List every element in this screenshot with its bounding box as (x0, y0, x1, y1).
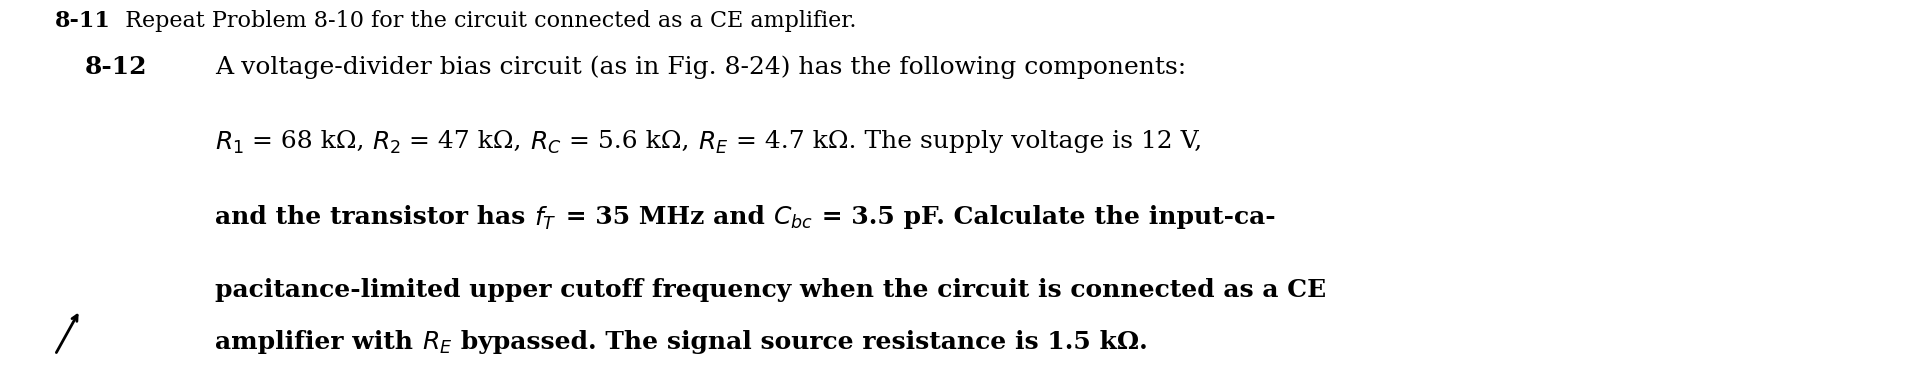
Text: A voltage-divider bias circuit (as in Fig. 8-24) has the following components:: A voltage-divider bias circuit (as in Fi… (215, 55, 1187, 78)
Text: = 47 kΩ,: = 47 kΩ, (401, 130, 530, 153)
Text: $f_T$: $f_T$ (534, 205, 557, 232)
Text: = 4.7 kΩ. The supply voltage is 12 V,: = 4.7 kΩ. The supply voltage is 12 V, (728, 130, 1202, 153)
Text: pacitance-limited upper cutoff frequency when the circuit is connected as a CE: pacitance-limited upper cutoff frequency… (215, 278, 1327, 302)
Text: $R_C$: $R_C$ (530, 130, 561, 156)
Text: and the transistor has: and the transistor has (215, 205, 534, 229)
Text: Repeat Problem 8-10 for the circuit connected as a CE amplifier.: Repeat Problem 8-10 for the circuit conn… (111, 10, 856, 32)
Text: amplifier with: amplifier with (215, 330, 422, 354)
Text: = 68 kΩ,: = 68 kΩ, (244, 130, 372, 153)
Text: 8-12: 8-12 (84, 55, 148, 79)
Text: $R_E$: $R_E$ (697, 130, 728, 156)
Text: $R_1$: $R_1$ (215, 130, 244, 156)
Text: $R_E$: $R_E$ (422, 330, 451, 356)
Text: bypassed. The signal source resistance is 1.5 kΩ.: bypassed. The signal source resistance i… (451, 330, 1148, 354)
Text: = 5.6 kΩ,: = 5.6 kΩ, (561, 130, 697, 153)
Text: 8-11: 8-11 (56, 10, 111, 32)
Text: $C_{bc}$: $C_{bc}$ (774, 205, 814, 231)
Text: $R_2$: $R_2$ (372, 130, 401, 156)
Text: = 3.5 pF. Calculate the input-ca-: = 3.5 pF. Calculate the input-ca- (814, 205, 1275, 229)
Text: = 35 MHz and: = 35 MHz and (557, 205, 774, 229)
